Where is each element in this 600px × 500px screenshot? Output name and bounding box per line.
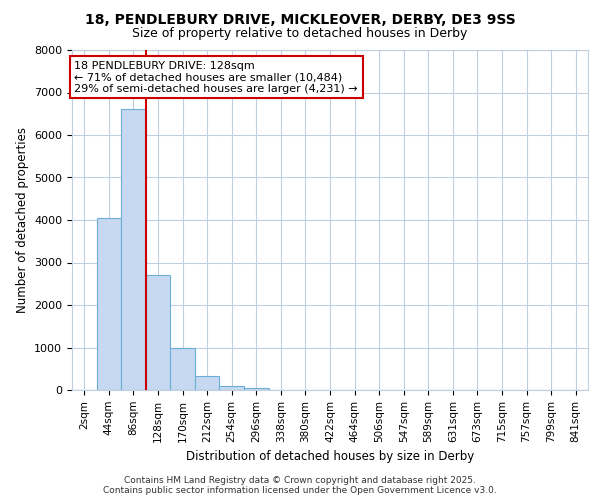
Y-axis label: Number of detached properties: Number of detached properties: [16, 127, 29, 313]
Text: Contains HM Land Registry data © Crown copyright and database right 2025.
Contai: Contains HM Land Registry data © Crown c…: [103, 476, 497, 495]
Bar: [195, 376, 220, 390]
Bar: [97, 218, 121, 390]
Bar: [170, 348, 195, 390]
Text: 18 PENDLEBURY DRIVE: 128sqm
← 71% of detached houses are smaller (10,484)
29% of: 18 PENDLEBURY DRIVE: 128sqm ← 71% of det…: [74, 60, 358, 94]
X-axis label: Distribution of detached houses by size in Derby: Distribution of detached houses by size …: [186, 450, 474, 463]
Text: Size of property relative to detached houses in Derby: Size of property relative to detached ho…: [133, 28, 467, 40]
Bar: [244, 388, 269, 390]
Text: 18, PENDLEBURY DRIVE, MICKLEOVER, DERBY, DE3 9SS: 18, PENDLEBURY DRIVE, MICKLEOVER, DERBY,…: [85, 12, 515, 26]
Bar: [220, 386, 244, 390]
Bar: [146, 275, 170, 390]
Bar: [121, 108, 146, 390]
